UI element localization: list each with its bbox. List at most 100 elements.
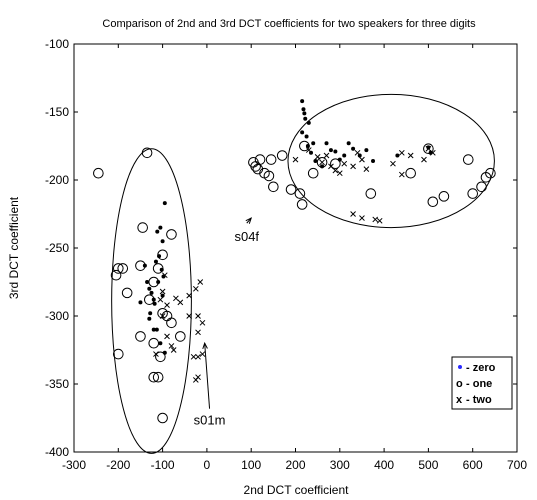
x-tick-label: 200 xyxy=(285,458,305,472)
x-axis: -300 -200 -100 0 100 200 300 400 500 600 700 xyxy=(62,44,527,472)
point-zero xyxy=(300,99,305,104)
point-two xyxy=(186,313,193,319)
point-two xyxy=(421,156,427,163)
point-one xyxy=(157,249,168,261)
point-one xyxy=(265,154,277,165)
point-one xyxy=(307,167,319,179)
point-zero xyxy=(304,134,309,139)
x-tick-label: 700 xyxy=(507,458,527,472)
point-two xyxy=(350,211,356,217)
point-two xyxy=(177,299,184,306)
point-one xyxy=(121,287,133,299)
x-tick-label: 0 xyxy=(204,458,211,472)
point-zero xyxy=(158,341,163,346)
point-one xyxy=(141,147,153,159)
point-zero xyxy=(300,130,305,135)
point-two xyxy=(195,313,201,319)
point-zero xyxy=(138,300,143,305)
legend-label: - two xyxy=(466,394,492,406)
point-zero xyxy=(395,153,400,158)
point-zero xyxy=(160,293,165,298)
point-one xyxy=(276,150,288,161)
point-two xyxy=(398,149,405,156)
x-axis-label: 2nd DCT coefficient xyxy=(244,483,350,497)
x-tick-label: -300 xyxy=(62,458,86,472)
point-zero xyxy=(147,316,152,321)
point-one xyxy=(427,196,439,208)
point-two xyxy=(195,329,201,336)
point-zero xyxy=(162,201,167,206)
point-two xyxy=(341,160,348,167)
y-tick-label: -350 xyxy=(45,377,69,391)
point-one xyxy=(365,188,377,199)
legend-box xyxy=(451,356,513,410)
point-two xyxy=(153,351,159,357)
y-tick-label: -100 xyxy=(45,37,69,51)
point-zero xyxy=(153,259,158,264)
point-one xyxy=(155,351,166,363)
point-one xyxy=(263,170,275,182)
point-two xyxy=(190,353,197,360)
x-tick-label: -100 xyxy=(151,458,175,472)
point-two xyxy=(305,147,312,153)
point-zero xyxy=(154,327,159,332)
y-tick-label: -200 xyxy=(45,173,69,187)
y-axis: -100 -150 -200 -250 -300 -350 -400 xyxy=(45,37,517,459)
point-two xyxy=(199,351,206,357)
point-zero xyxy=(302,111,307,116)
point-zero xyxy=(158,225,163,230)
chart-title: Comparison of 2nd and 3rd DCT coefficien… xyxy=(102,18,476,30)
point-one xyxy=(148,276,160,288)
point-two xyxy=(425,145,432,152)
point-zero xyxy=(155,229,160,234)
point-one xyxy=(113,348,124,360)
y-axis-label: 3rd DCT coefficient xyxy=(7,196,21,299)
point-zero xyxy=(328,148,333,153)
point-one xyxy=(166,317,177,329)
data-points xyxy=(93,99,496,424)
point-two xyxy=(159,288,166,295)
x-tick-label: 100 xyxy=(241,458,261,472)
y-tick-label: -300 xyxy=(45,309,69,323)
point-one xyxy=(135,260,146,271)
point-one xyxy=(157,412,168,424)
annotation-arrows xyxy=(202,217,253,409)
cluster-ellipses xyxy=(111,93,495,454)
point-zero xyxy=(152,301,157,306)
legend-item: x- two xyxy=(456,394,492,406)
point-two xyxy=(323,152,330,159)
point-one xyxy=(148,337,160,349)
legend-label: - one xyxy=(466,378,492,390)
plot-area xyxy=(73,43,518,453)
legend-dot-icon xyxy=(458,365,462,369)
point-two xyxy=(164,302,170,308)
y-tick-label: -150 xyxy=(45,105,69,119)
point-two xyxy=(170,347,177,353)
point-one xyxy=(296,199,308,210)
ellipse-label-s04f: s04f xyxy=(234,229,259,244)
point-zero xyxy=(151,327,156,332)
x-tick-label: 600 xyxy=(463,458,483,472)
point-one xyxy=(268,181,279,193)
point-two xyxy=(336,170,343,177)
point-two xyxy=(157,296,164,303)
point-two xyxy=(164,333,170,340)
point-two xyxy=(314,154,321,160)
legend-item: o- one xyxy=(456,378,492,390)
point-one xyxy=(316,157,328,168)
x-tick-label: 500 xyxy=(418,458,438,472)
point-one xyxy=(299,140,310,152)
ellipse-label-s01m: s01m xyxy=(194,413,226,428)
point-zero xyxy=(303,116,308,121)
point-one xyxy=(144,294,155,305)
point-two xyxy=(168,343,175,349)
point-two xyxy=(319,159,325,166)
point-one xyxy=(175,331,186,342)
point-two xyxy=(197,279,204,285)
x-tick-label: 300 xyxy=(330,458,350,472)
point-zero xyxy=(148,311,153,316)
point-one xyxy=(135,331,146,342)
point-two xyxy=(398,171,405,178)
